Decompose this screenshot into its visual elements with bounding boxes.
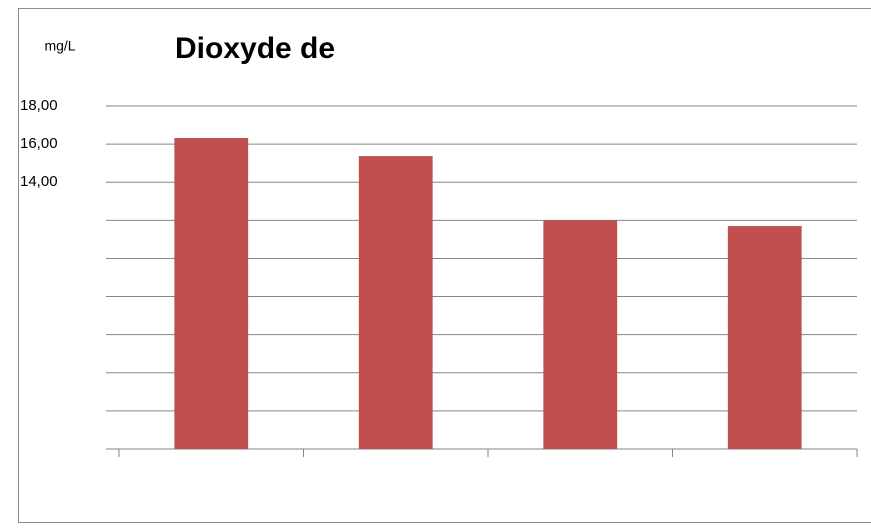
y-tick-label: 18,00 (20, 97, 58, 114)
bar (727, 226, 802, 449)
bar (174, 138, 249, 449)
bar (543, 220, 618, 449)
y-axis-label: mg/L (44, 38, 75, 54)
chart-title: Dioxyde de (175, 32, 335, 65)
bar (358, 156, 433, 450)
y-tick-label: 14,00 (20, 173, 58, 190)
y-tick-label: 16,00 (20, 135, 58, 152)
